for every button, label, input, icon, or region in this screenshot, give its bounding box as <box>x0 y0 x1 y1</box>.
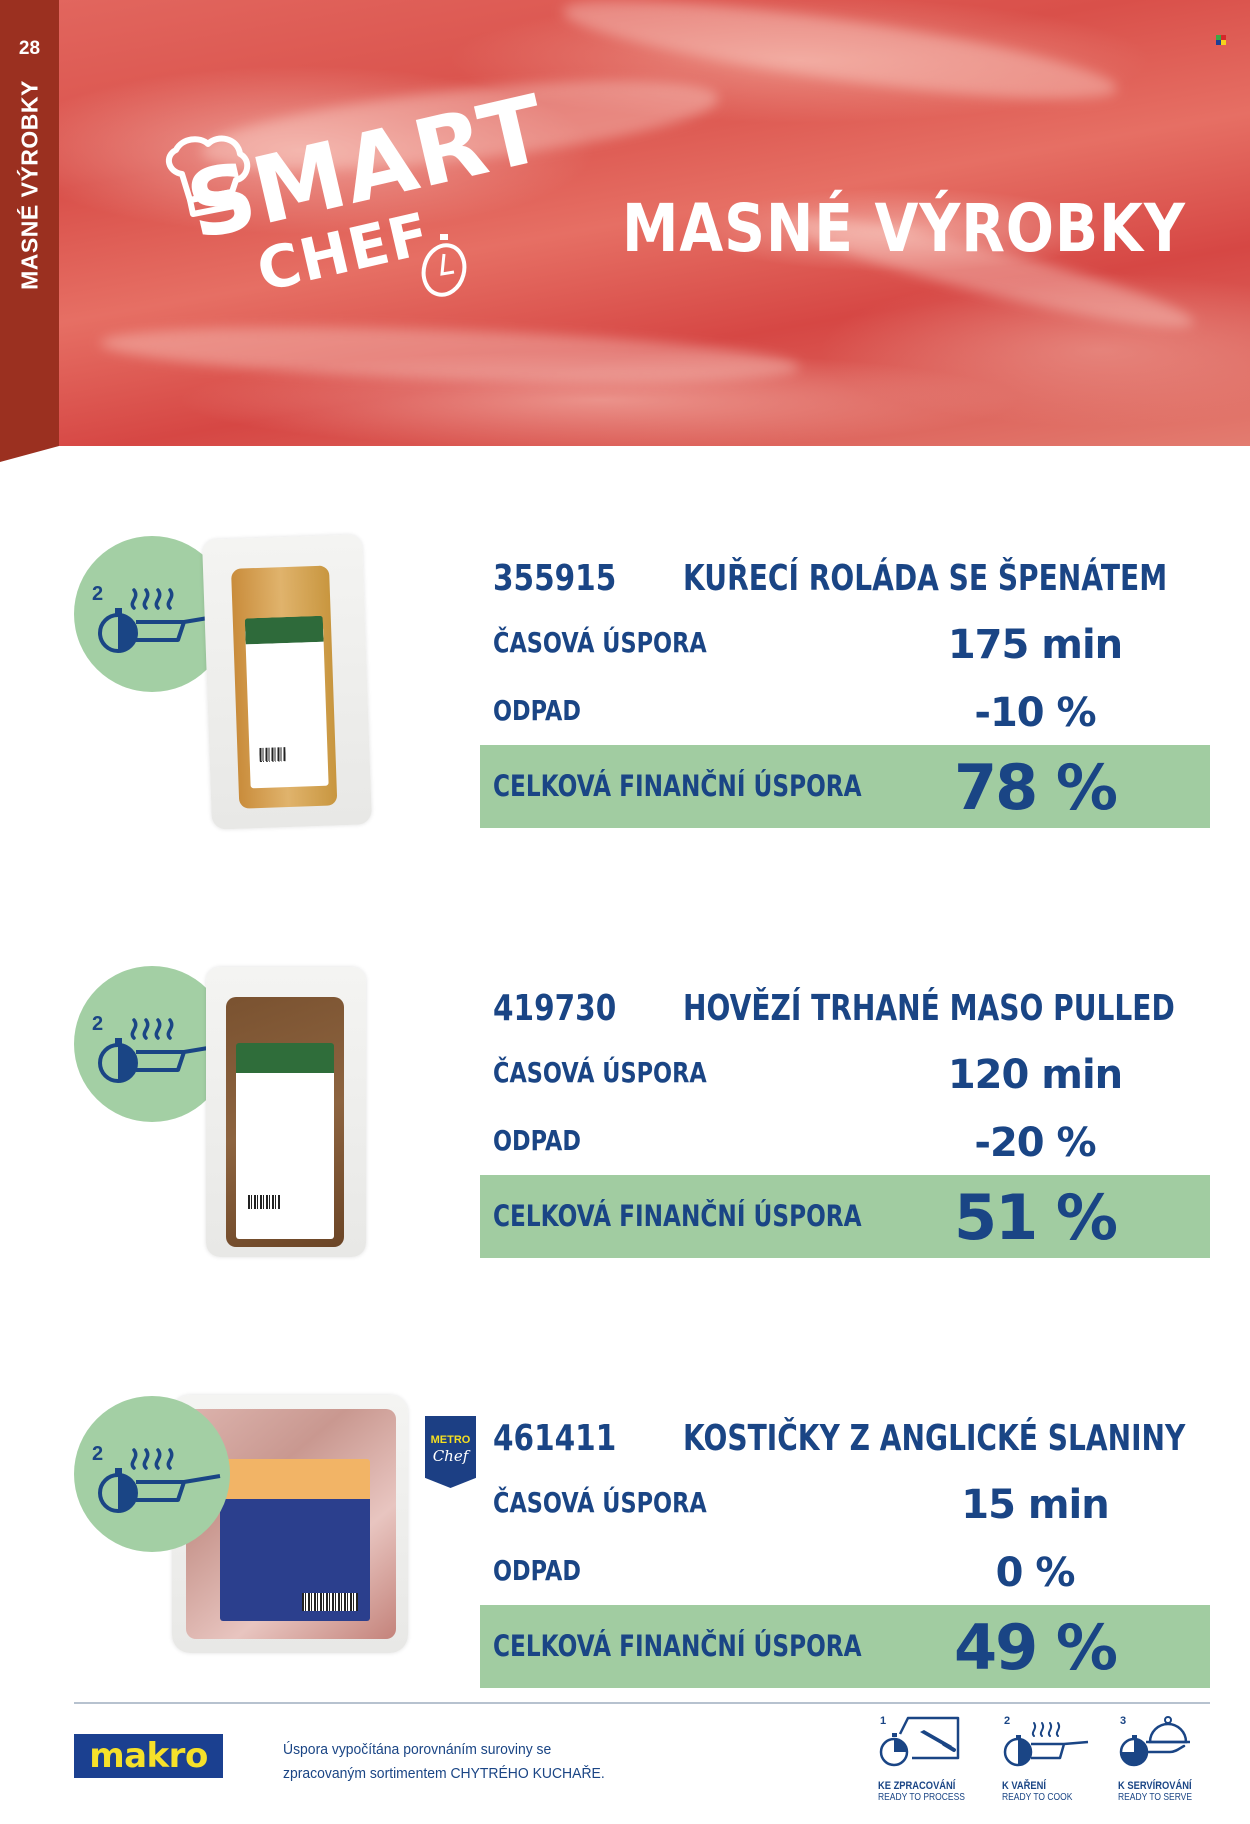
waste-label: ODPAD <box>493 1554 581 1587</box>
svg-text:2: 2 <box>92 1013 103 1035</box>
waste-value: -20 % <box>974 1120 1096 1166</box>
svg-text:2: 2 <box>92 583 103 605</box>
total-saving-value: 78 % <box>954 751 1118 824</box>
product-name: KOSTIČKY Z ANGLICKÉ SLANINY <box>683 1418 1186 1459</box>
waste-value: -10 % <box>974 690 1096 736</box>
product-name: HOVĚZÍ TRHANÉ MASO PULLED <box>683 988 1175 1029</box>
total-saving-band: CELKOVÁ FINANČNÍ ÚSPORA 78 % <box>480 745 1210 828</box>
waste-value: 0 % <box>995 1550 1076 1596</box>
clock-icon <box>421 234 467 297</box>
frying-pan-icon: 2 <box>92 1013 221 1083</box>
product-card: 2 355915 KUŘECÍ ROLÁDA SE ŠPENÁTEM ČASOV… <box>0 530 1250 830</box>
product-code: 355915 <box>493 558 617 599</box>
chef-hat-icon <box>165 135 251 217</box>
metro-color-mark <box>1216 35 1226 45</box>
product-image <box>201 534 373 830</box>
footer-divider <box>74 1702 1210 1704</box>
product-card: 2 419730 HOVĚZÍ TRHANÉ MASO PULLED ČASOV… <box>0 960 1250 1260</box>
ready-to-cook-badge: 2 <box>74 966 230 1122</box>
frying-pan-icon: 2 <box>92 1443 221 1513</box>
barcode-icon <box>259 747 286 762</box>
legend-ready-to-cook: 2 K VAŘENÍ READY TO COOK <box>1002 1712 1122 1803</box>
page-number: 28 <box>18 38 41 59</box>
page-title: MASNÉ VÝROBKY <box>622 190 1186 267</box>
barcode-icon <box>248 1195 280 1209</box>
total-saving-value: 51 % <box>954 1181 1118 1254</box>
legend-title: KE ZPRACOVÁNÍ <box>878 1780 956 1792</box>
product-code: 461411 <box>493 1418 617 1459</box>
product-image-label <box>236 1043 334 1239</box>
legend-subtitle: READY TO SERVE <box>1118 1792 1193 1803</box>
waste-label: ODPAD <box>493 1124 581 1157</box>
savings-footnote: Úspora vypočítána porovnáním suroviny se… <box>283 1738 618 1786</box>
legend-subtitle: READY TO PROCESS <box>878 1792 965 1803</box>
product-image <box>206 967 366 1257</box>
hero-banner: SMART CHEF MASNÉ VÝROBKY <box>0 0 1250 446</box>
time-saving-label: ČASOVÁ ÚSPORA <box>493 1486 707 1519</box>
cutting-board-knife-icon: 1 <box>879 1715 960 1767</box>
svg-text:1: 1 <box>880 1715 886 1727</box>
metro-chef-badge: METRO Chef <box>425 1416 476 1488</box>
product-image <box>172 1395 408 1653</box>
time-saving-value: 120 min <box>947 1052 1123 1098</box>
metro-badge-chef: Chef <box>432 1447 469 1465</box>
time-saving-label: ČASOVÁ ÚSPORA <box>493 1056 707 1089</box>
section-label: MASNÉ VÝROBKY <box>16 80 43 290</box>
svg-text:3: 3 <box>1120 1715 1126 1727</box>
total-saving-band: CELKOVÁ FINANČNÍ ÚSPORA 51 % <box>480 1175 1210 1258</box>
time-saving-value: 15 min <box>961 1482 1109 1528</box>
barcode-icon <box>302 1593 358 1611</box>
frying-pan-icon: 2 <box>92 583 221 653</box>
section-side-tab: 28 MASNÉ VÝROBKY <box>0 0 59 462</box>
ready-to-cook-badge: 2 <box>74 1396 230 1552</box>
product-code: 419730 <box>493 988 617 1029</box>
smart-chef-logo: SMART CHEF <box>160 75 556 340</box>
footnote-line-2: zpracovaným sortimentem CHYTRÉHO KUCHAŘE… <box>283 1765 605 1782</box>
total-saving-label: CELKOVÁ FINANČNÍ ÚSPORA <box>493 769 862 803</box>
waste-label: ODPAD <box>493 694 581 727</box>
legend-ready-to-process: 1 KE ZPRACOVÁNÍ READY TO PROCESS <box>878 1712 998 1803</box>
total-saving-label: CELKOVÁ FINANČNÍ ÚSPORA <box>493 1629 862 1663</box>
legend-title: K SERVÍROVÁNÍ <box>1118 1780 1192 1792</box>
makro-logo: makro <box>74 1734 223 1778</box>
total-saving-value: 49 % <box>954 1611 1118 1684</box>
svg-text:2: 2 <box>1004 1715 1010 1727</box>
product-name: KUŘECÍ ROLÁDA SE ŠPENÁTEM <box>683 558 1168 599</box>
time-saving-value: 175 min <box>947 622 1123 668</box>
svg-text:2: 2 <box>92 1443 103 1465</box>
product-image-label <box>244 615 329 789</box>
metro-badge-brand: METRO <box>430 1434 471 1446</box>
legend-ready-to-serve: 3 K SERVÍROVÁNÍ READY TO SERVE <box>1118 1712 1238 1803</box>
cloche-serving-icon: 3 <box>1119 1715 1190 1767</box>
frying-pan-icon: 2 <box>1003 1715 1089 1767</box>
total-saving-band: CELKOVÁ FINANČNÍ ÚSPORA 49 % <box>480 1605 1210 1688</box>
legend-title: K VAŘENÍ <box>1002 1780 1046 1792</box>
total-saving-label: CELKOVÁ FINANČNÍ ÚSPORA <box>493 1199 862 1233</box>
makro-logo-text: makro <box>89 1736 208 1776</box>
footnote-line-1: Úspora vypočítána porovnáním suroviny se <box>283 1741 552 1758</box>
product-card: 2 METRO Chef 461411 KOSTIČKY Z ANGLICKÉ … <box>0 1390 1250 1690</box>
legend-subtitle: READY TO COOK <box>1002 1792 1073 1803</box>
time-saving-label: ČASOVÁ ÚSPORA <box>493 626 707 659</box>
